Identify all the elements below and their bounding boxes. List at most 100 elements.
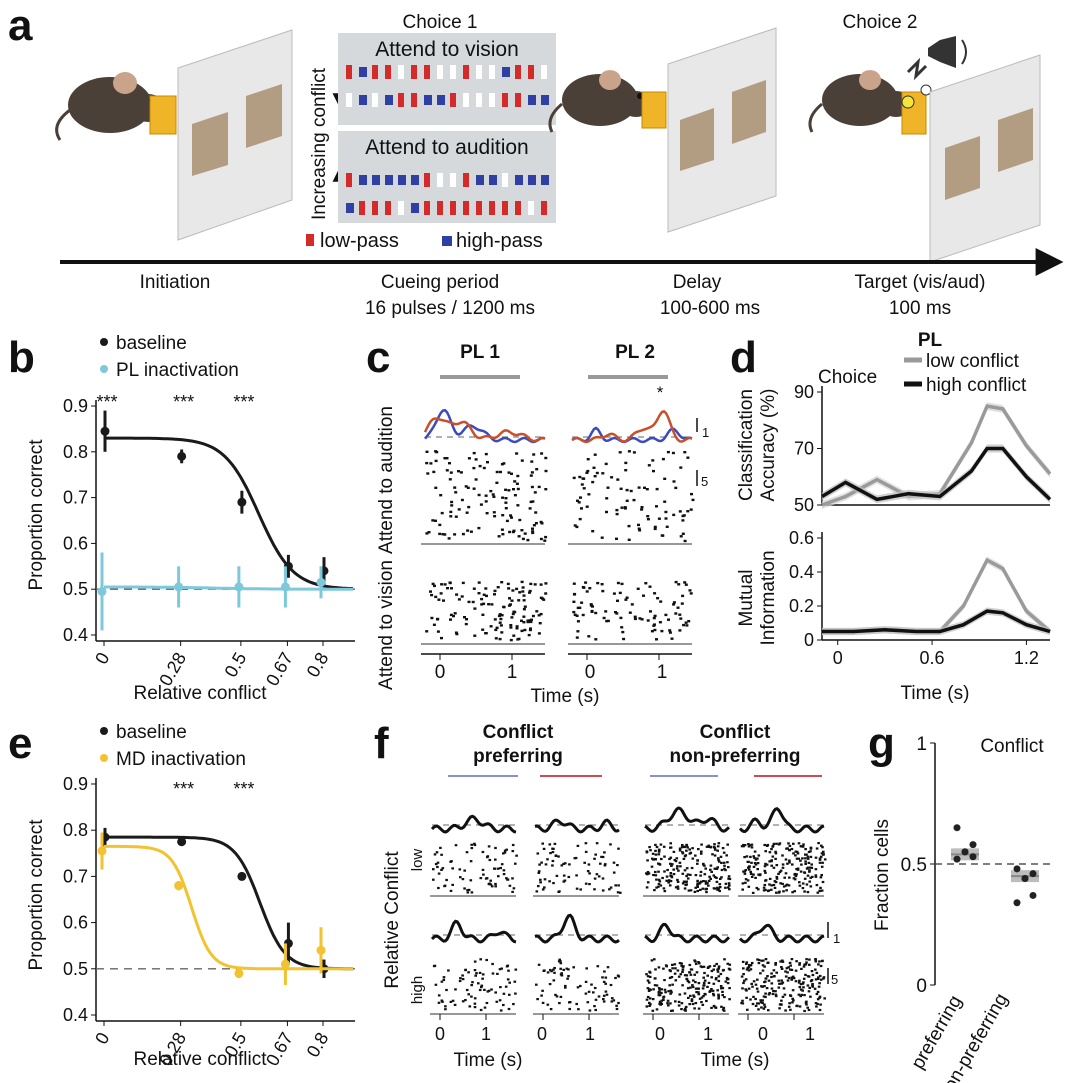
spike (509, 603, 512, 606)
spike (680, 962, 683, 965)
spike (659, 843, 663, 846)
spike (811, 983, 814, 986)
spike (467, 457, 471, 460)
spike (658, 621, 662, 624)
spike (805, 1003, 808, 1006)
spike (680, 1008, 683, 1011)
spike (538, 622, 542, 625)
timeline-target: Target (vis/aud) (855, 272, 986, 293)
spike (754, 863, 758, 866)
spike (679, 535, 683, 538)
spike (512, 488, 515, 491)
pulse (528, 65, 534, 79)
spike (614, 976, 617, 980)
spike (553, 971, 556, 974)
spike (552, 882, 555, 885)
spike (662, 967, 665, 970)
spike (624, 469, 628, 472)
spike (689, 851, 693, 854)
spike (795, 857, 799, 860)
spike (437, 598, 441, 601)
spike (784, 975, 788, 978)
spike (552, 968, 555, 971)
panel-g-letter: g (868, 719, 895, 768)
spike (723, 958, 726, 961)
spike (583, 861, 586, 864)
spike (441, 533, 445, 536)
y-tick-label: 0 (804, 630, 814, 650)
spike (679, 466, 683, 469)
spike (697, 961, 700, 964)
spike (440, 511, 444, 515)
spike (683, 451, 687, 454)
spike (595, 873, 599, 876)
spike (636, 587, 640, 590)
pulse (424, 65, 430, 79)
spike (678, 861, 682, 864)
legend-e-baseline-marker (100, 727, 108, 735)
spike (744, 978, 748, 981)
spike (601, 472, 605, 475)
spike (537, 632, 541, 635)
spike (507, 471, 511, 474)
spike (659, 884, 663, 887)
data-point (316, 577, 326, 587)
spike (593, 857, 596, 860)
spike (654, 858, 657, 861)
spike (576, 986, 580, 989)
spike (513, 480, 517, 483)
spike (654, 870, 657, 874)
timeline-delay-sub: 100-600 ms (660, 298, 760, 319)
spike (449, 510, 453, 514)
spike (654, 849, 657, 852)
spike (800, 993, 803, 996)
spike (530, 485, 534, 489)
spike (499, 866, 502, 870)
spike (771, 844, 775, 848)
y-tick-label: 0.2 (789, 596, 814, 616)
spike (663, 477, 667, 480)
spike (541, 888, 545, 891)
spike (513, 610, 517, 614)
spike (752, 855, 755, 858)
nose-port-1 (149, 95, 177, 135)
spike (674, 580, 678, 584)
spike (472, 466, 476, 470)
spike (498, 621, 502, 624)
spike (671, 983, 674, 986)
spike (717, 859, 720, 862)
pulse (502, 93, 508, 107)
spike (809, 876, 812, 879)
spike (785, 889, 788, 892)
spike (714, 1006, 717, 1009)
spike (511, 850, 515, 853)
spike (657, 883, 661, 886)
spike (466, 891, 470, 894)
spike (816, 990, 820, 993)
spike (813, 987, 817, 990)
spike (696, 859, 699, 862)
screen-1 (177, 29, 293, 241)
panel-f-scale-5: 5 (831, 972, 838, 987)
panel-b-letter: b (8, 333, 35, 382)
spike (750, 843, 754, 846)
spike (810, 866, 814, 869)
spike (728, 888, 731, 891)
spike (785, 847, 788, 850)
spike (523, 628, 527, 632)
spike (719, 855, 723, 858)
spike (681, 852, 685, 855)
spike (596, 581, 600, 585)
spike (653, 889, 656, 892)
spike (654, 968, 657, 971)
pulse (541, 201, 547, 215)
spike (663, 890, 667, 893)
spike (713, 876, 717, 879)
spike (765, 863, 769, 866)
pulse (450, 93, 456, 107)
spike (801, 989, 804, 992)
data-point (969, 853, 977, 861)
pulse (398, 201, 404, 215)
data-point (237, 497, 247, 507)
panel-f-xtick-0d: 0 (758, 1024, 768, 1044)
